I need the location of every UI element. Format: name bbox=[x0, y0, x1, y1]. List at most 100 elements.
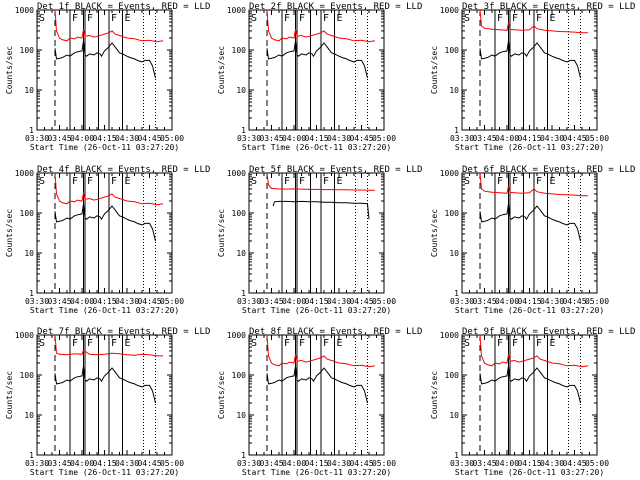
y-axis-label: Counts/sec bbox=[217, 371, 226, 419]
y-tick-label: 1 bbox=[454, 451, 459, 460]
x-tick-label: 04:15 bbox=[517, 459, 541, 468]
x-tick-label: 03:30 bbox=[25, 134, 49, 143]
time-marker-label: F bbox=[497, 13, 503, 24]
plot-frame bbox=[461, 9, 598, 131]
x-tick-label: 03:30 bbox=[450, 297, 474, 306]
x-tick-label: 04:30 bbox=[540, 297, 564, 306]
time-marker-label: S bbox=[251, 176, 257, 187]
lld-series-line bbox=[266, 172, 375, 191]
x-tick-label: 04:15 bbox=[92, 459, 116, 468]
y-tick-label: 100 bbox=[445, 209, 460, 218]
y-tick-label: 10 bbox=[24, 249, 34, 258]
x-tick-label: 04:30 bbox=[327, 134, 351, 143]
time-marker-label: F bbox=[512, 176, 518, 187]
plot-frame bbox=[36, 172, 173, 294]
x-tick-label: 05:00 bbox=[160, 459, 184, 468]
time-marker-label: F bbox=[497, 338, 503, 349]
events-series-line bbox=[272, 200, 370, 220]
y-tick-label: 1000 bbox=[15, 6, 34, 15]
time-marker-label: F bbox=[536, 13, 542, 24]
y-tick-label: 10 bbox=[236, 86, 246, 95]
detector-panel: Det 2f BLACK = Events, RED = LLD 1 10 100 10… bbox=[217, 2, 422, 152]
time-marker-label: F bbox=[299, 338, 305, 349]
y-tick-label: 1000 bbox=[440, 331, 459, 340]
y-tick-label: 1000 bbox=[15, 331, 34, 340]
plot-frame bbox=[248, 172, 385, 294]
detector-panel: Det 9f BLACK = Events, RED = LLD 1 10 100 10… bbox=[430, 327, 635, 477]
y-tick-label: 100 bbox=[20, 371, 35, 380]
time-marker-label: E bbox=[125, 338, 131, 349]
time-marker-label: E bbox=[550, 13, 556, 24]
x-tick-label: 04:00 bbox=[70, 134, 94, 143]
x-tick-label: 03:45 bbox=[472, 459, 496, 468]
x-tick-label: 04:15 bbox=[92, 297, 116, 306]
time-marker-label: F bbox=[512, 13, 518, 24]
detector-panel: Det 1f BLACK = Events, RED = LLD 1 10 100 10… bbox=[5, 2, 210, 152]
time-marker-label: F bbox=[111, 338, 117, 349]
y-tick-label: 1000 bbox=[440, 169, 459, 178]
time-marker-label: E bbox=[550, 176, 556, 187]
x-tick-label: 03:30 bbox=[25, 297, 49, 306]
time-marker-label: F bbox=[72, 13, 78, 24]
time-marker-label: F bbox=[323, 176, 329, 187]
x-tick-label: 05:00 bbox=[585, 459, 609, 468]
time-marker-label: F bbox=[87, 13, 93, 24]
detector-panel: Det 4f BLACK = Events, RED = LLD 1 10 100 10… bbox=[5, 165, 210, 315]
y-axis-label: Counts/sec bbox=[217, 209, 226, 257]
y-tick-label: 1000 bbox=[227, 169, 246, 178]
y-axis-label: Counts/sec bbox=[430, 371, 439, 419]
y-tick-label: 10 bbox=[236, 249, 246, 258]
x-tick-label: 04:15 bbox=[517, 297, 541, 306]
panel-title: Det 9f BLACK = Events, RED = LLD bbox=[462, 327, 635, 337]
x-axis-label: Start Time (26-Oct-11 03:27:20) bbox=[242, 468, 391, 477]
events-series-line bbox=[479, 203, 581, 242]
time-marker-label: S bbox=[464, 176, 470, 187]
y-tick-label: 1 bbox=[454, 126, 459, 135]
y-tick-label: 1 bbox=[241, 451, 246, 460]
events-series-line bbox=[54, 40, 156, 79]
y-tick-label: 1000 bbox=[227, 6, 246, 15]
x-tick-label: 04:15 bbox=[304, 297, 328, 306]
plot-frame bbox=[248, 334, 385, 456]
x-tick-label: 04:00 bbox=[70, 297, 94, 306]
x-tick-label: 04:30 bbox=[115, 459, 139, 468]
x-tick-label: 04:30 bbox=[540, 134, 564, 143]
time-marker-label: F bbox=[87, 338, 93, 349]
y-tick-label: 1 bbox=[29, 451, 34, 460]
x-axis-label: Start Time (26-Oct-11 03:27:20) bbox=[30, 306, 179, 315]
y-axis-label: Counts/sec bbox=[430, 46, 439, 94]
x-axis-label: Start Time (26-Oct-11 03:27:20) bbox=[242, 306, 391, 315]
y-tick-label: 10 bbox=[236, 411, 246, 420]
time-marker-label: F bbox=[111, 176, 117, 187]
detector-panel: Det 8f BLACK = Events, RED = LLD 1 10 100 10… bbox=[217, 327, 422, 477]
lld-series-line bbox=[479, 334, 589, 368]
y-tick-label: 1000 bbox=[227, 331, 246, 340]
time-marker-label: F bbox=[323, 13, 329, 24]
time-marker-label: E bbox=[125, 13, 131, 24]
lld-series-line bbox=[54, 334, 163, 357]
panel-title: Det 2f BLACK = Events, RED = LLD bbox=[249, 2, 422, 12]
x-tick-label: 04:30 bbox=[115, 134, 139, 143]
x-tick-label: 03:45 bbox=[47, 134, 71, 143]
lld-series-line bbox=[479, 9, 588, 34]
x-tick-label: 04:30 bbox=[540, 459, 564, 468]
time-marker-label: E bbox=[550, 338, 556, 349]
lld-series-line bbox=[54, 172, 164, 206]
y-axis-label: Counts/sec bbox=[5, 371, 14, 419]
y-tick-label: 1000 bbox=[15, 169, 34, 178]
lld-series-line bbox=[266, 334, 376, 368]
x-tick-label: 04:15 bbox=[304, 459, 328, 468]
plot-frame bbox=[248, 9, 385, 131]
x-tick-label: 03:30 bbox=[450, 459, 474, 468]
x-tick-label: 03:45 bbox=[472, 134, 496, 143]
x-axis-label: Start Time (26-Oct-11 03:27:20) bbox=[30, 143, 179, 152]
events-series-line bbox=[266, 365, 368, 404]
y-tick-label: 100 bbox=[232, 46, 247, 55]
y-tick-label: 10 bbox=[449, 86, 459, 95]
lld-series-line bbox=[479, 172, 588, 197]
time-marker-label: F bbox=[284, 176, 290, 187]
time-marker-label: F bbox=[72, 338, 78, 349]
time-marker-label: S bbox=[251, 13, 257, 24]
x-tick-label: 04:00 bbox=[282, 459, 306, 468]
time-marker-label: F bbox=[497, 176, 503, 187]
